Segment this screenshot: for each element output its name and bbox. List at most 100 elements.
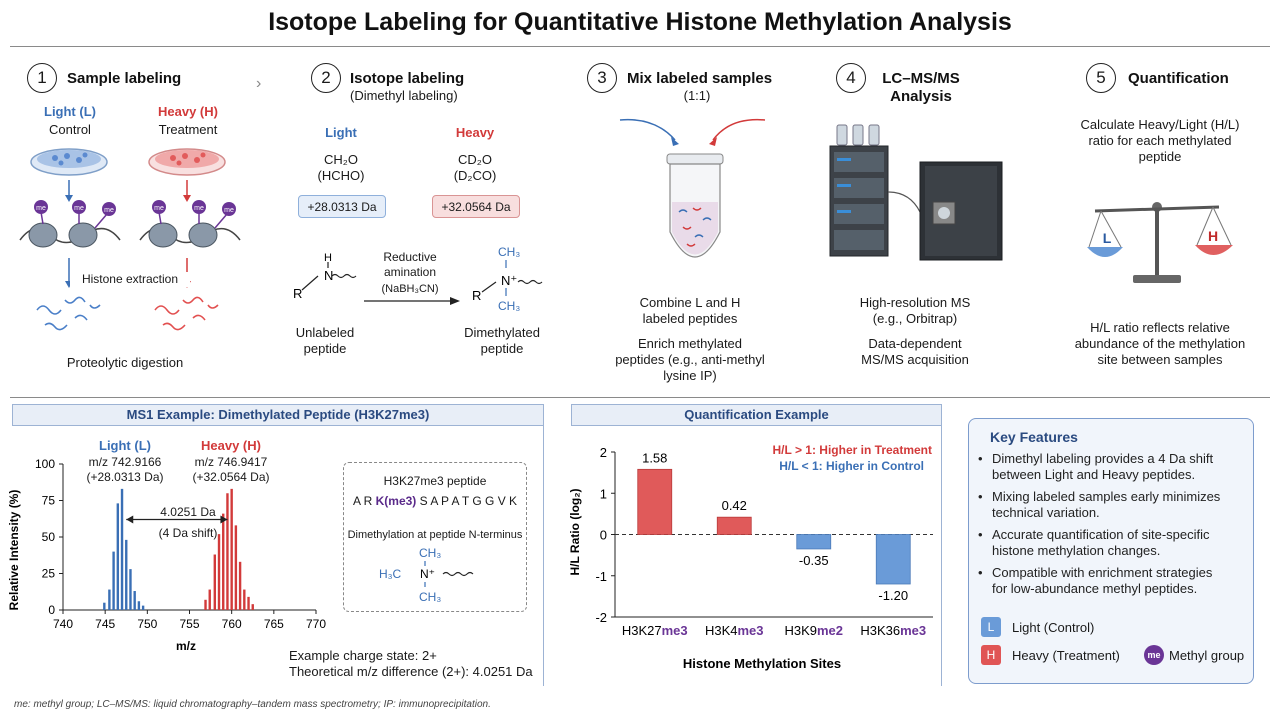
ms1-heavy-mz: m/z 746.9417 [194, 455, 268, 469]
title-divider [10, 46, 1270, 47]
step3-text-3: Enrich methylated [637, 336, 743, 351]
mixing-tube-icon [619, 118, 766, 258]
quant-category-label: H3K9me2 [784, 623, 843, 638]
light-nucleosome-icon [19, 200, 121, 248]
mass-shift-label: 4.0251 Da [160, 505, 216, 519]
step5-text-2: ratio for each methylated [1088, 133, 1232, 148]
dimethylated-label: Dimethylated [464, 325, 540, 340]
ms1-x-axis-label: m/z [176, 639, 196, 653]
theoretical-diff-label: Theoretical m/z difference (2+): 4.0251 … [289, 664, 533, 679]
ms1-light-mass: (+28.0313 Da) [86, 470, 164, 484]
step-4-subtitle: Analysis [890, 88, 952, 105]
step4-text-2: (e.g., Orbitrap) [872, 311, 958, 326]
ms1-y-tick-label: 75 [42, 494, 56, 508]
heavy-peptides-icon [154, 296, 219, 331]
key-feature-line: Dimethyl labeling provides a 4 Da shift [992, 451, 1214, 466]
dimethylated-label-2: peptide [480, 341, 524, 356]
key-feature-item: • Compatible with enrichment strategies fo… [978, 565, 1246, 597]
scale-h-label: H [1208, 228, 1218, 244]
ms1-light-mz: m/z 742.9166 [88, 455, 162, 469]
quant-y-tick-label: -1 [595, 569, 607, 584]
me-tag: me [224, 207, 234, 214]
ms1-spectrum-chart: 740 745 750 755 760 765 770 0 25 50 75 100 Relative… [8, 457, 326, 653]
legend-methyl-icon: me [1144, 645, 1164, 665]
step-3-title: Mix labeled samples [627, 70, 773, 87]
step1-control-label: Control [49, 122, 91, 137]
step-2-subtitle: (Dimethyl labeling) [350, 88, 458, 103]
step-4-title: LC–MS/MS [882, 70, 960, 87]
step4-text-3: Data-dependent [868, 336, 962, 351]
step1-treatment-label: Treatment [158, 122, 218, 137]
me-tag: me [104, 207, 114, 214]
step5-text-1: Calculate Heavy/Light (H/L) [1080, 117, 1240, 132]
legend-light-icon: L [981, 617, 1001, 637]
nterm-label: Dimethylation at peptide N-terminus [347, 529, 523, 541]
ms1-y-axis-label: Relative Intensity (%) [8, 490, 21, 611]
step-5-number: 5 [1086, 63, 1116, 93]
step4-text-4: MS/MS acquisition [861, 352, 969, 367]
ms1-light-label: Light (L) [99, 438, 151, 453]
ms1-x-tick-label: 745 [95, 617, 115, 631]
ms1-panel-border [543, 426, 544, 686]
step1-light-label: Light (L) [44, 104, 96, 119]
bullet-icon: • [978, 451, 983, 466]
quant-category-label: H3K36me3 [860, 623, 926, 638]
unlabeled-label: Unlabeled [295, 325, 355, 340]
step5-text-6: site between samples [1097, 352, 1223, 367]
step-1-number: 1 [27, 63, 57, 93]
atom-n: N [324, 268, 333, 283]
bullet-icon: • [978, 565, 983, 580]
step-4-number: 4 [836, 63, 866, 93]
key-feature-line: Mixing labeled samples early minimizes [992, 489, 1221, 504]
light-peptides-icon [36, 296, 101, 331]
step3-text-2: labeled peptides [642, 311, 738, 326]
step5-text-3: peptide [1138, 149, 1182, 164]
step2-heavy-label: Heavy [455, 125, 495, 140]
step-2-number: 2 [311, 63, 341, 93]
me-tag: me [154, 205, 164, 212]
ms1-y-tick-label: 50 [42, 530, 56, 544]
ms1-panel-header: MS1 Example: Dimethylated Peptide (H3K27… [12, 404, 544, 426]
key-feature-line: Compatible with enrichment strategies [992, 565, 1213, 580]
key-feature-item: • Accurate quantification of site-specifi… [978, 527, 1246, 559]
key-feature-line: Accurate quantification of site-specific [992, 527, 1210, 542]
quant-panel-border [941, 426, 942, 686]
ms1-x-tick-label: 760 [222, 617, 242, 631]
methyl-left: H₃C [379, 567, 402, 581]
nterm-structure: CH₃ H₃C N⁺ CH₃ [379, 546, 474, 604]
key-feature-line: technical variation. [992, 505, 1100, 520]
ms1-x-tick-label: 740 [53, 617, 73, 631]
step-3-subtitle: (1:1) [683, 88, 711, 103]
ms1-heavy-label: Heavy (H) [201, 438, 261, 453]
step-1-title: Sample labeling [67, 70, 182, 87]
reaction-label-1: Reductive [383, 250, 437, 264]
light-petri-dish-icon [30, 148, 108, 176]
atom-h: H [324, 252, 332, 264]
step4-text-1: High-resolution MS [859, 295, 971, 310]
quant-y-tick-label: 2 [600, 445, 607, 460]
ms1-x-tick-label: 750 [137, 617, 157, 631]
heavy-formula: CD₂O [458, 152, 492, 167]
quant-bar-value-label: 0.42 [722, 498, 747, 513]
ms1-y-tick-label: 25 [42, 567, 56, 581]
quant-category-label: H3K27me3 [622, 623, 688, 638]
quant-bar [875, 534, 911, 585]
light-mass-badge: +28.0313 Da [298, 195, 386, 218]
section-divider [10, 397, 1270, 398]
ms1-heavy-mass: (+32.0564 Da) [192, 470, 270, 484]
ms1-x-tick-label: 770 [306, 617, 326, 631]
peptide-info-box [343, 462, 527, 612]
unlabeled-peptide-structure: H N R [293, 252, 357, 301]
light-formula-alt: (HCHO) [317, 168, 365, 183]
quant-category-label: H3K4me3 [705, 623, 764, 638]
quant-y-tick-label: 1 [600, 486, 607, 501]
quant-legend-red: H/L > 1: Higher in Treatment [772, 443, 932, 457]
ms1-y-tick-label: 100 [35, 457, 55, 471]
mass-shift-arrowhead [220, 515, 228, 524]
ms1-y-tick-label: 0 [48, 603, 55, 617]
quant-bar-value-label: 1.58 [642, 450, 667, 465]
lc-ms-instrument-icon [829, 124, 1003, 261]
peptide-title: H3K27me3 peptide [383, 474, 487, 488]
quant-bar [637, 468, 673, 535]
reaction-arrow-icon [364, 297, 460, 305]
